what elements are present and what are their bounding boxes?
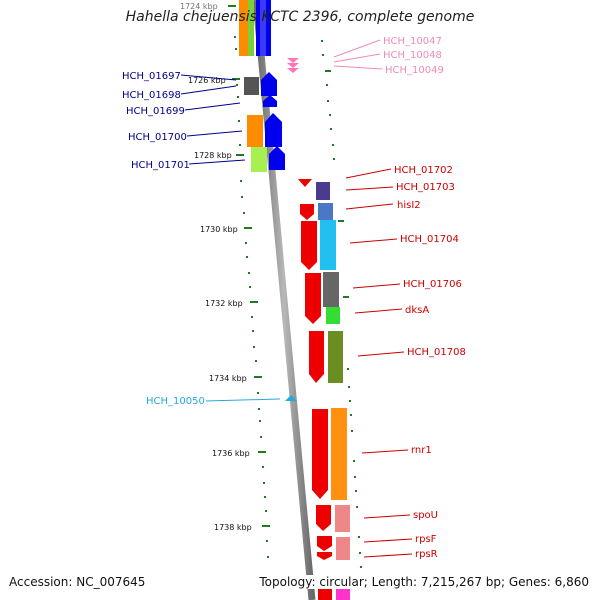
tick-label: 1726 kbp xyxy=(188,76,226,85)
major-tick-marks xyxy=(228,5,270,527)
gene-arrow xyxy=(317,552,332,560)
gene-arrow xyxy=(317,536,332,551)
tick-label: 1738 kbp xyxy=(214,523,252,532)
gene-block xyxy=(251,147,267,172)
cyan-gene-marker xyxy=(285,395,297,401)
tick-label: 1732 kbp xyxy=(205,299,243,308)
gene-label: HCH_01702 xyxy=(394,165,453,176)
gene-label: rnr1 xyxy=(411,445,432,456)
accession-text: Accession: NC_007645 xyxy=(9,575,149,589)
gene-arrow xyxy=(261,72,277,96)
tick-label: 1728 kbp xyxy=(194,151,232,160)
gene-arrow xyxy=(312,409,328,499)
gene-label: HCH_01704 xyxy=(400,234,459,245)
gene-label: HCH_01699 xyxy=(126,106,185,117)
tick-label: 1730 kbp xyxy=(200,225,238,234)
left-leader-lines xyxy=(180,74,281,402)
gene-label: rpsR xyxy=(415,549,438,560)
gene-arrow xyxy=(301,221,317,270)
left-strand-genes xyxy=(239,0,285,172)
pink-gene-arrows xyxy=(287,58,299,73)
gene-block xyxy=(244,77,259,95)
left-tick-track xyxy=(234,36,269,558)
gene-label: HCH_01697 xyxy=(122,71,181,82)
gene-block xyxy=(239,0,248,56)
gene-label: HCH_01703 xyxy=(396,182,455,193)
tick-label: 1724 kbp xyxy=(180,2,218,11)
tick-label: 1734 kbp xyxy=(209,374,247,383)
gene-arrow xyxy=(298,179,312,187)
right-leader-lines xyxy=(333,39,413,558)
gene-arrow xyxy=(309,331,324,383)
gene-label: HCH_10048 xyxy=(383,50,442,61)
genome-summary-text: Topology: circular; Length: 7,215,267 bp… xyxy=(256,575,589,589)
left-gene-labels: HCH_01697 HCH_01698 HCH_01699 HCH_01700 … xyxy=(122,71,205,407)
tick-labels: 1724 kbp 1726 kbp 1728 kbp 1730 kbp 1732… xyxy=(180,2,252,532)
gene-label: spoU xyxy=(413,510,438,521)
gene-block xyxy=(247,115,263,147)
gene-arrow xyxy=(265,113,282,147)
gene-label: HCH_01708 xyxy=(407,347,466,358)
gene-arrow xyxy=(316,505,331,531)
gene-arrow xyxy=(269,146,285,170)
right-strand-blocks xyxy=(316,182,350,600)
right-dotted-track xyxy=(321,40,362,568)
gene-label: dksA xyxy=(405,305,429,316)
gene-label: HCH_01701 xyxy=(131,160,190,171)
gene-arrow xyxy=(305,273,321,324)
page-title: Hahella chejuensis KCTC 2396, complete g… xyxy=(125,9,475,25)
tick-label: 1736 kbp xyxy=(212,449,250,458)
gene-label: HCH_10050 xyxy=(146,396,205,407)
gene-arrow xyxy=(300,204,314,220)
gene-label: hisI2 xyxy=(397,200,421,211)
gene-label: HCH_10047 xyxy=(383,36,442,47)
gene-label: HCH_10049 xyxy=(385,65,444,76)
gene-arrow xyxy=(263,95,277,107)
right-gene-labels: HCH_10047 HCH_10048 HCH_10049 HCH_01702 … xyxy=(383,36,466,560)
gene-label: HCH_01706 xyxy=(403,279,462,290)
gene-label: HCH_01700 xyxy=(128,132,187,143)
gene-block xyxy=(248,0,254,56)
gene-label: HCH_01698 xyxy=(122,90,181,101)
gene-label: rpsF xyxy=(415,534,437,545)
